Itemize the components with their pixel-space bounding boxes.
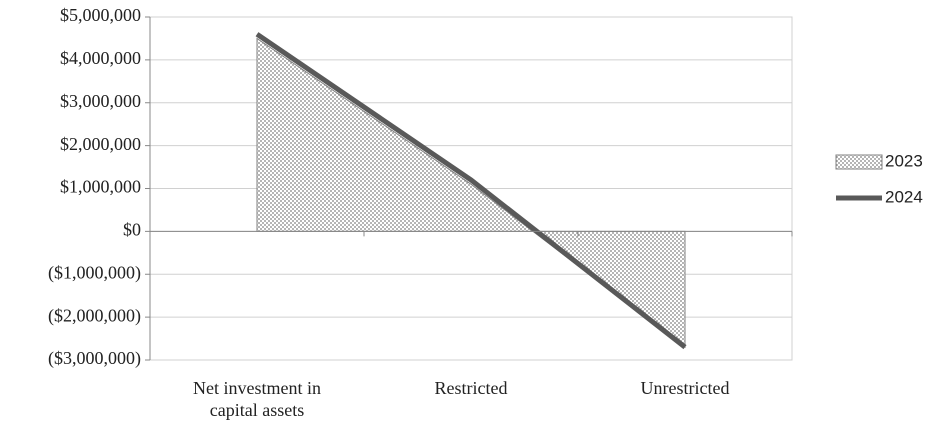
y-tick-label: $1,000,000: [60, 177, 141, 197]
line: [255, 32, 687, 350]
legend-label: 2024: [885, 187, 923, 206]
x-tick-label: Net investment in capital assets: [193, 378, 321, 420]
y-tick-label: ($1,000,000): [48, 262, 141, 283]
y-tick-label: $2,000,000: [60, 134, 141, 154]
legend-swatch: [835, 154, 883, 170]
y-tick-label: $3,000,000: [60, 91, 141, 111]
y-tick-label: $4,000,000: [60, 48, 141, 68]
y-tick-label: ($2,000,000): [48, 305, 141, 326]
y-tick-label: $5,000,000: [60, 5, 141, 25]
x-tick-label: Restricted: [434, 378, 508, 398]
x-tick-label: Unrestricted: [640, 378, 730, 398]
legend-label: 2023: [885, 151, 923, 170]
area: [256, 37, 686, 349]
y-tick-label: ($3,000,000): [48, 348, 141, 369]
y-tick-label: $0: [123, 220, 141, 240]
